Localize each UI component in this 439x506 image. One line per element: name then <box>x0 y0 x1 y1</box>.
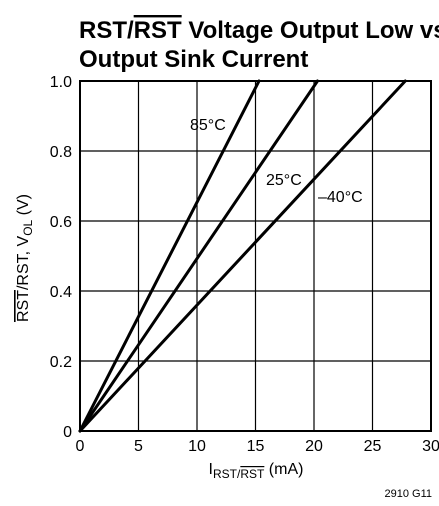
tick-labels: 0 5 10 15 20 25 30 0 0.2 0.4 0.6 0.8 1.0 <box>50 74 439 455</box>
plot-frame <box>79 80 432 432</box>
series-line-2 <box>78 79 407 433</box>
series-labels: 85°C 25°C –40°C <box>190 117 363 206</box>
series-lines <box>78 79 407 433</box>
series-label-1: 25°C <box>266 172 302 189</box>
x-tick-label-6: 30 <box>422 438 439 455</box>
series-label-0: 85°C <box>190 117 226 134</box>
x-tick-label-5: 25 <box>364 438 382 455</box>
x-tick-label-4: 20 <box>305 438 323 455</box>
series-line-1 <box>78 79 320 433</box>
y-tick-label-2: 0.4 <box>50 284 72 301</box>
x-tick-label-2: 10 <box>188 438 206 455</box>
chart-title-line-1: RST/RST Voltage Output Low vs <box>79 17 439 44</box>
title-overline-text: RST <box>134 17 182 44</box>
x-axis-label: IRST/RST (mA) <box>209 461 304 481</box>
chart-title-line-2: Output Sink Current <box>79 46 308 73</box>
y-axis-label: RST/RST, VOL (V) <box>15 194 35 322</box>
x-tick-label-1: 5 <box>134 438 143 455</box>
y-tick-label-5: 1.0 <box>50 74 72 91</box>
figure-id: 2910 G11 <box>384 488 432 500</box>
y-tick-label-1: 0.2 <box>50 354 72 371</box>
grid <box>80 81 431 431</box>
y-tick-label-0: 0 <box>63 424 72 441</box>
x-tick-label-0: 0 <box>76 438 85 455</box>
series-line-0 <box>78 79 261 433</box>
x-tick-label-3: 15 <box>247 438 265 455</box>
y-tick-label-4: 0.8 <box>50 144 72 161</box>
series-label-2: –40°C <box>318 189 363 206</box>
y-tick-label-3: 0.6 <box>50 214 72 231</box>
